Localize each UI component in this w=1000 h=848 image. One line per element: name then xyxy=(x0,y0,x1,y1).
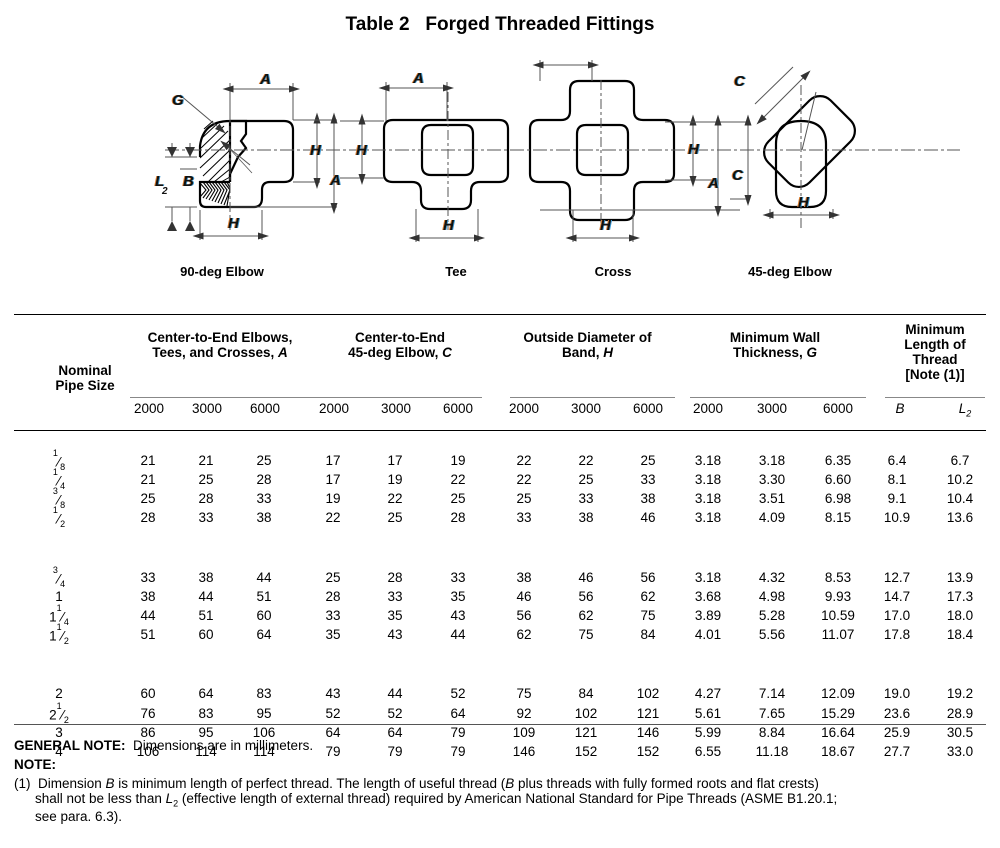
svg-text:C: C xyxy=(734,73,746,90)
svg-text:A: A xyxy=(259,71,271,88)
svg-text:2: 2 xyxy=(161,186,168,197)
svg-text:H: H xyxy=(798,194,810,211)
svg-text:H: H xyxy=(688,141,700,158)
svg-text:H: H xyxy=(356,142,368,159)
svg-text:C: C xyxy=(732,167,744,184)
svg-text:H: H xyxy=(600,217,612,234)
svg-text:G: G xyxy=(172,92,184,109)
svg-text:A: A xyxy=(412,70,424,87)
svg-text:B: B xyxy=(183,173,194,190)
svg-text:A: A xyxy=(707,175,719,192)
svg-text:H: H xyxy=(310,142,322,159)
svg-text:H: H xyxy=(443,217,455,234)
svg-text:H: H xyxy=(228,215,240,232)
svg-text:A: A xyxy=(329,172,341,189)
